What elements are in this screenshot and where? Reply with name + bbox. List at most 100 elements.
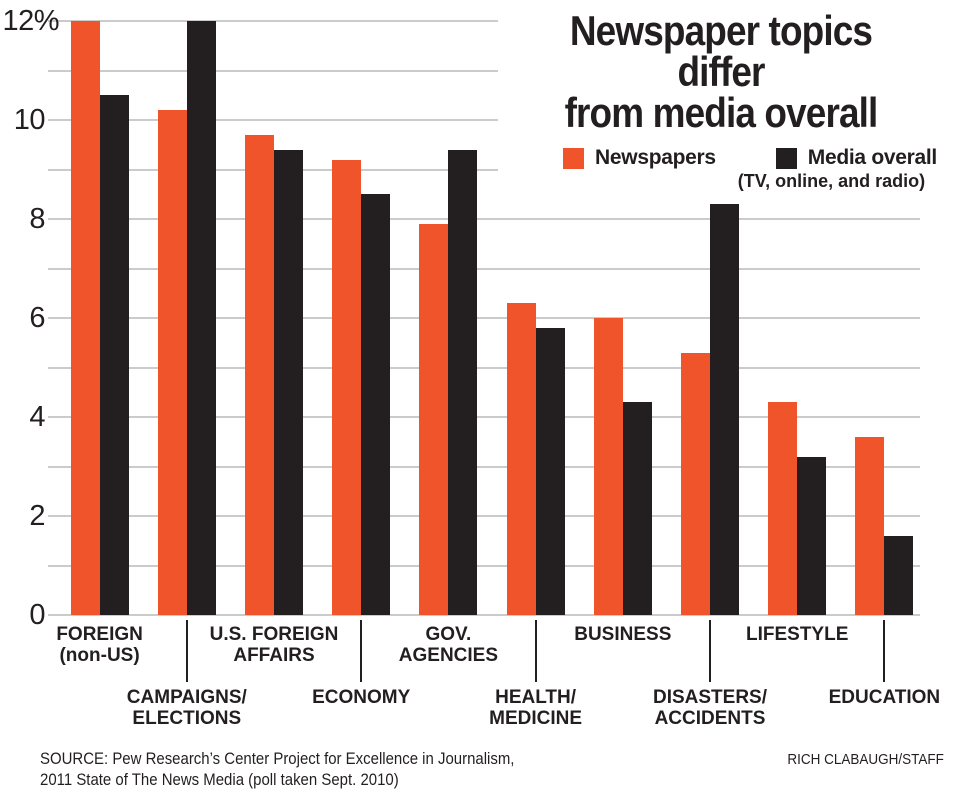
legend-label-newspapers: Newspapers [595, 146, 716, 169]
y-tick-label-6: 6 [29, 302, 45, 334]
bar-newspapers-3 [332, 159, 362, 615]
bar-group-3 [318, 21, 405, 615]
bar-media-overall-4 [448, 149, 478, 615]
legend-item-media-overall: Media overall (TV, online, and radio) [738, 146, 937, 192]
y-tick-label-12: 12% [2, 5, 59, 37]
source-line2: 2011 State of The News Media (poll taken… [40, 770, 399, 789]
bar-media-overall-2 [274, 149, 303, 615]
bar-group-5 [492, 21, 579, 615]
gridline-4 [48, 416, 920, 419]
x-category-label-1: CAMPAIGNS/ELECTIONS [127, 687, 247, 729]
bar-group-4 [405, 21, 492, 615]
bar-media-overall-0 [99, 95, 129, 615]
y-tick-label-0: 0 [29, 599, 45, 631]
plot-area [48, 20, 920, 616]
bar-newspapers-7 [681, 352, 711, 615]
x-category-label-line: ACCIDENTS [654, 708, 766, 729]
gridline-7 [48, 267, 920, 270]
gridline-8 [48, 218, 920, 221]
chart-title: Newspaper topics differ from media overa… [525, 4, 917, 136]
legend-item-newspapers: Newspapers [563, 146, 716, 192]
x-category-label-line: ECONOMY [312, 687, 411, 708]
y-tick-label-10: 10 [13, 103, 46, 136]
title-legend-box: Newspaper topics differ from media overa… [498, 4, 944, 192]
x-category-label-line: AGENCIES [398, 645, 499, 666]
bar-newspapers-0 [70, 21, 100, 615]
y-tick-label-8: 8 [29, 202, 45, 235]
gridline-0 [48, 614, 920, 616]
credit-byline: RICH CLABAUGH/STAFF [787, 751, 944, 768]
x-category-label-line: CAMPAIGNS/ [126, 687, 247, 708]
bar-media-overall-7 [710, 204, 740, 615]
bar-newspapers-2 [245, 134, 274, 615]
bar-media-overall-9 [884, 535, 914, 615]
bar-media-overall-1 [186, 21, 216, 615]
x-category-label-line: ELECTIONS [132, 708, 242, 729]
x-category-label-9: EDUCATION [829, 687, 941, 708]
y-axis: 12% 10 8 6 4 2 0 [0, 6, 59, 630]
bar-newspapers-5 [506, 303, 536, 615]
bar-group-7 [666, 21, 753, 615]
category-leader-line-3 [360, 620, 363, 682]
x-category-label-0: FOREIGN (non-US) [56, 624, 143, 666]
source-note: SOURCE: Pew Research’s Center Project fo… [40, 748, 514, 790]
x-category-label-7: DISASTERS/ACCIDENTS [653, 687, 767, 729]
category-leader-line-7 [709, 620, 711, 682]
media-overall-swatch-icon [775, 148, 797, 169]
y-tick-label-2: 2 [29, 500, 45, 532]
x-category-label-line: (non-US) [59, 645, 140, 666]
x-category-label-line: EDUCATION [828, 687, 941, 708]
x-category-label-6: BUSINESS [574, 624, 671, 645]
y-tick-label-4: 4 [29, 400, 45, 433]
legend-sublabel-media-overall: (TV, online, and radio) [737, 171, 926, 191]
newspapers-swatch-icon [563, 148, 585, 169]
x-category-label-8: LIFESTYLE [746, 624, 848, 645]
bar-media-overall-5 [535, 327, 565, 615]
bar-newspapers-4 [419, 223, 449, 615]
source-line1: SOURCE: Pew Research’s Center Project fo… [40, 749, 515, 768]
x-category-label-line: FOREIGN [56, 624, 143, 645]
bar-group-9 [841, 21, 928, 615]
x-category-label-line: DISASTERS/ [652, 687, 768, 708]
chart-title-line1: Newspaper topics differ [569, 7, 873, 95]
x-category-label-2: U.S. FOREIGN AFFAIRS [210, 624, 339, 666]
bar-newspapers-1 [157, 110, 187, 615]
legend-label-media-overall: Media overall [807, 146, 937, 169]
x-category-label-line: AFFAIRS [233, 645, 315, 666]
x-category-label-4: GOV. AGENCIES [399, 624, 498, 666]
gridline-2 [48, 515, 920, 518]
gridline-5 [48, 366, 920, 369]
bar-media-overall-3 [361, 194, 391, 615]
bar-group-6 [579, 21, 666, 615]
bar-media-overall-6 [622, 402, 652, 615]
x-category-label-5: HEALTH/MEDICINE [489, 687, 582, 729]
gridline-6 [48, 317, 920, 319]
x-category-label-line: LIFESTYLE [745, 624, 849, 645]
category-leader-line-1 [185, 620, 188, 682]
gridline-11 [48, 69, 920, 72]
chart-title-line2: from media overall [564, 89, 879, 136]
category-leader-line-9 [883, 620, 886, 682]
x-category-label-line: GOV. [425, 624, 472, 645]
x-category-label-line: U.S. FOREIGN [209, 624, 339, 645]
bars-layer [56, 21, 928, 615]
gridline-12 [48, 20, 920, 22]
x-category-label-line: MEDICINE [489, 708, 583, 729]
bar-newspapers-8 [768, 402, 798, 615]
bar-group-1 [143, 21, 230, 615]
gridline-3 [48, 465, 920, 468]
x-category-label-3: ECONOMY [312, 687, 410, 708]
gridline-1 [48, 564, 920, 567]
legend: Newspapers Media overall (TV, online, an… [556, 146, 944, 192]
gridline-10 [48, 119, 920, 121]
bar-newspapers-6 [593, 318, 623, 615]
x-category-label-line: HEALTH/ [495, 687, 577, 708]
bar-group-2 [230, 21, 317, 615]
x-category-label-line: BUSINESS [574, 624, 672, 645]
x-axis-labels: FOREIGN (non-US) CAMPAIGNS/ELECTIONS U.S. F… [56, 617, 940, 735]
category-leader-line-5 [534, 620, 537, 682]
gridline-9 [48, 168, 920, 171]
bar-group-0 [56, 21, 143, 615]
bar-group-8 [754, 21, 841, 615]
